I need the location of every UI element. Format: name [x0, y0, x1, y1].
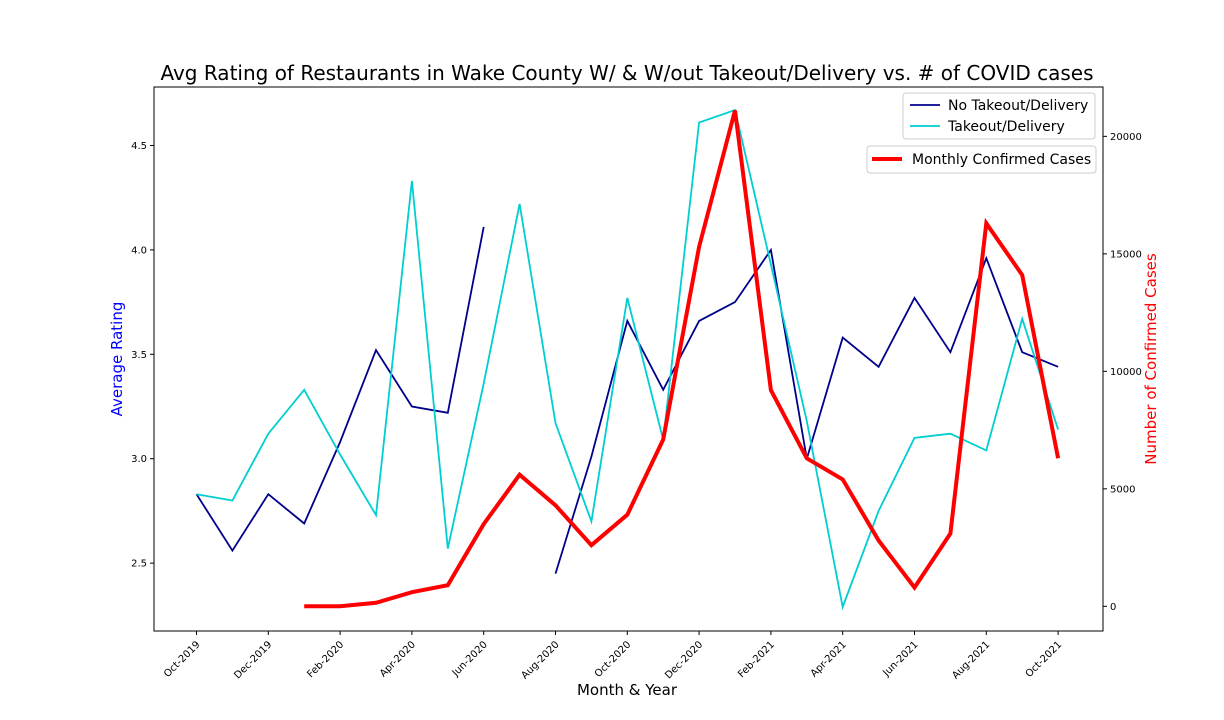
plot-area — [195, 108, 1061, 611]
plot-frame — [153, 86, 1104, 632]
x-tick-label: Jun-2021 — [881, 639, 921, 679]
x-tick-label: Aug-2021 — [950, 639, 992, 681]
legend-label: Takeout/Delivery — [947, 119, 1065, 135]
x-tick-label: Feb-2021 — [736, 639, 777, 680]
right-y-tick-label: 15000 — [1110, 249, 1142, 260]
x-tick-label: Feb-2020 — [305, 639, 346, 680]
chart-title: Avg Rating of Restaurants in Wake County… — [160, 61, 1093, 85]
x-tick-label: Dec-2019 — [232, 639, 274, 681]
right-y-tick-label: 20000 — [1110, 132, 1142, 143]
x-tick-label: Oct-2019 — [162, 639, 203, 680]
legend-ratings: No Takeout/Delivery Takeout/Delivery — [902, 92, 1096, 140]
x-axis-label: Month & Year — [577, 681, 678, 699]
legend-cases: Monthly Confirmed Cases — [866, 145, 1097, 174]
x-tick-label: Aug-2020 — [519, 639, 561, 681]
legend-label: No Takeout/Delivery — [948, 98, 1088, 114]
y-axis-label: Average Rating — [108, 302, 126, 417]
series-line — [554, 247, 1059, 574]
left-y-tick-label: 3.5 — [131, 350, 147, 361]
left-y-tick-label: 4.5 — [131, 141, 147, 152]
right-y-tick-label: 5000 — [1110, 484, 1135, 495]
series-line — [195, 226, 485, 553]
series-monthly-confirmed-cases — [304, 109, 1061, 609]
legend-label: Monthly Confirmed Cases — [912, 152, 1091, 168]
x-tick-label: Jun-2020 — [450, 639, 490, 679]
x-tick-label: Oct-2021 — [1024, 639, 1065, 680]
series-line — [304, 109, 1061, 609]
left-y-tick-label: 4.0 — [131, 245, 147, 256]
series-line — [196, 108, 1059, 611]
left-y-axis: 2.5 3.0 3.5 4.0 4.5 — [131, 141, 154, 570]
x-tick-label: Apr-2020 — [378, 639, 418, 679]
x-tick-label: Oct-2020 — [593, 639, 634, 680]
series-takeout-delivery — [196, 108, 1059, 611]
left-y-tick-label: 2.5 — [131, 559, 147, 570]
legend-cases-box — [866, 145, 1097, 174]
legend-ratings-box — [902, 92, 1096, 140]
y2-axis-label: Number of Confirmed Cases — [1142, 253, 1160, 465]
x-tick-label: Apr-2021 — [809, 639, 849, 679]
x-tick-label: Dec-2020 — [663, 639, 705, 681]
right-y-tick-label: 10000 — [1110, 367, 1142, 378]
right-y-axis: 0 5000 10000 15000 20000 — [1103, 132, 1142, 613]
series-no-takeout-delivery — [195, 226, 1059, 574]
x-axis: Oct-2019 Dec-2019 Feb-2020 Apr-2020 Jun-2020… — [162, 631, 1064, 681]
right-y-tick-label: 0 — [1110, 602, 1116, 613]
left-y-tick-label: 3.0 — [131, 454, 147, 465]
